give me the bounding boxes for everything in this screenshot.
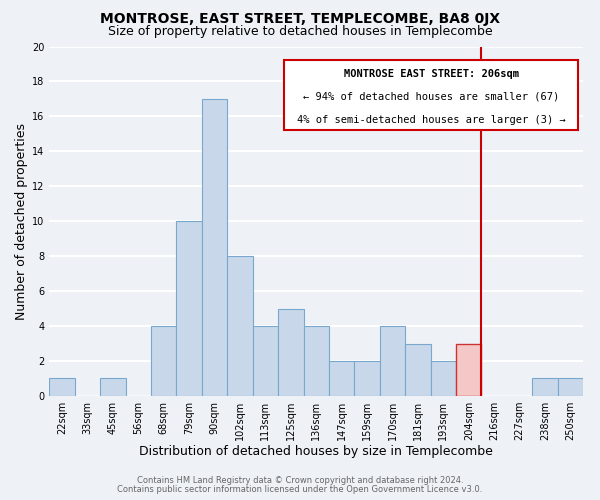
Bar xyxy=(329,361,355,396)
Bar xyxy=(176,221,202,396)
Text: Size of property relative to detached houses in Templecombe: Size of property relative to detached ho… xyxy=(107,25,493,38)
Text: Contains HM Land Registry data © Crown copyright and database right 2024.: Contains HM Land Registry data © Crown c… xyxy=(137,476,463,485)
Bar xyxy=(558,378,583,396)
Text: MONTROSE EAST STREET: 206sqm: MONTROSE EAST STREET: 206sqm xyxy=(344,69,518,79)
Text: ← 94% of detached houses are smaller (67): ← 94% of detached houses are smaller (67… xyxy=(303,92,559,102)
Y-axis label: Number of detached properties: Number of detached properties xyxy=(15,122,28,320)
Bar xyxy=(405,344,431,396)
Bar xyxy=(431,361,456,396)
Text: Contains public sector information licensed under the Open Government Licence v3: Contains public sector information licen… xyxy=(118,485,482,494)
Bar xyxy=(304,326,329,396)
Bar xyxy=(355,361,380,396)
Bar xyxy=(253,326,278,396)
Bar xyxy=(278,308,304,396)
Text: 4% of semi-detached houses are larger (3) →: 4% of semi-detached houses are larger (3… xyxy=(296,114,565,124)
Bar xyxy=(202,99,227,396)
Bar xyxy=(532,378,558,396)
Bar xyxy=(49,378,75,396)
Bar xyxy=(227,256,253,396)
Text: MONTROSE, EAST STREET, TEMPLECOMBE, BA8 0JX: MONTROSE, EAST STREET, TEMPLECOMBE, BA8 … xyxy=(100,12,500,26)
FancyBboxPatch shape xyxy=(284,60,578,130)
Bar xyxy=(380,326,405,396)
Bar xyxy=(100,378,125,396)
X-axis label: Distribution of detached houses by size in Templecombe: Distribution of detached houses by size … xyxy=(139,444,493,458)
Bar xyxy=(151,326,176,396)
Bar xyxy=(456,344,481,396)
